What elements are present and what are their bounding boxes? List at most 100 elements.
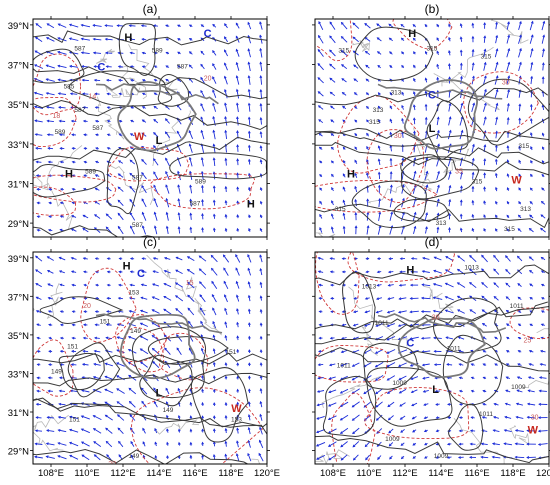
lat-tick-label: 37°N [8, 292, 29, 303]
warm-center-marker: W [134, 131, 145, 143]
contour-value-label: 589 [55, 129, 66, 136]
lon-tick-label: 108°E [320, 468, 346, 479]
contour-value-label: 153 [128, 289, 139, 296]
contour-value-label: 149 [130, 328, 141, 335]
cold-center-marker: C [428, 89, 436, 101]
high-pressure-marker: H [65, 169, 73, 181]
province-border [15, 300, 34, 351]
contour-value-label: 589 [85, 169, 96, 176]
temperature-value-label: 15 [186, 280, 194, 287]
cold-center-marker: C [97, 62, 105, 74]
temperature-value-label: 30 [502, 79, 510, 86]
contour-value-label: 1013 [362, 284, 377, 291]
lat-tick-label: 35°N [8, 331, 29, 342]
temperature-value-label: 30 [432, 315, 440, 322]
lon-tick-label: 116°E [182, 468, 207, 479]
high-pressure-marker: H [406, 264, 414, 276]
contour-value-label: 313 [436, 220, 447, 227]
lat-tick-label: 39°N [8, 21, 29, 32]
contour-value-label: 587 [74, 46, 85, 53]
lat-tick-label: 31°N [8, 180, 29, 191]
lon-tick-label: 114°E [428, 468, 453, 479]
contour-value-label: 1009 [385, 436, 400, 443]
contour-value-label: 1011 [337, 363, 351, 370]
cold-center-marker: C [137, 268, 145, 280]
contour-value-label: 315 [427, 46, 438, 53]
temperature-value-label: 18 [53, 113, 61, 120]
contour-value-label: 313 [391, 89, 402, 96]
low-pressure-marker: L [156, 135, 163, 147]
lon-tick-label: 118°E [500, 468, 525, 479]
warm-center-marker: W [231, 403, 242, 415]
contour-value-label: 149 [163, 407, 174, 414]
contour-value-label: 1011 [447, 345, 461, 352]
lon-tick-label: 112°E [110, 468, 135, 479]
lat-tick-label: 29°N [8, 219, 29, 230]
lon-tick-label: 112°E [392, 468, 417, 479]
low-pressure-marker: L [432, 384, 439, 396]
lon-tick-label: 120°E [536, 468, 550, 479]
contour-value-label: 1011 [375, 320, 389, 327]
contour-value-label: 313 [373, 107, 384, 114]
contour-value-label: 585 [64, 83, 75, 90]
lat-tick-label: 35°N [8, 100, 29, 111]
lat-tick-label: 37°N [8, 61, 29, 72]
warm-center-marker: W [528, 424, 539, 436]
lon-tick-label: 118°E [218, 468, 243, 479]
contour-value-label: 151 [100, 318, 111, 325]
contour-value-label: 151 [69, 417, 80, 424]
contour-value-label: 587 [190, 200, 201, 207]
contour-value-label: 1011 [510, 303, 524, 310]
high-pressure-marker: H [124, 32, 132, 44]
high-pressure-marker: H [347, 169, 355, 181]
contour-value-label: 315 [338, 48, 349, 55]
temperature-value-label: 25 [524, 338, 532, 345]
lat-tick-label: 39°N [8, 254, 29, 265]
lon-tick-label: 116°E [464, 468, 489, 479]
lat-tick-label: 33°N [8, 369, 29, 380]
contour-value-label: 1009 [434, 453, 449, 460]
lat-tick-label: 29°N [8, 447, 29, 458]
temperature-value-label: 20 [204, 75, 212, 82]
lon-tick-label: 108°E [38, 468, 64, 479]
temperature-value-label: 20 [83, 303, 91, 310]
panel-label: (d) [425, 235, 440, 249]
panel-label: (c) [143, 235, 157, 249]
contour-value-label: 1013 [464, 264, 479, 271]
lon-tick-label: 110°E [74, 468, 99, 479]
map-background [315, 252, 549, 464]
contour-value-label: 1011 [479, 411, 493, 418]
contour-value-label: 151 [67, 343, 78, 350]
contour-value-label: 587 [74, 107, 85, 114]
contour-value-label: 587 [132, 222, 143, 229]
cold-center-marker: C [406, 338, 414, 350]
map-panel: 1013101310111011101110091011101110091009… [310, 227, 550, 479]
high-pressure-marker: H [123, 261, 131, 273]
contour-value-label: 149 [128, 453, 139, 460]
temperature-value-label: 14 [89, 93, 97, 100]
panel-label: (a) [143, 2, 158, 16]
contour-value-label: 315 [369, 119, 380, 126]
contour-value-label: 315 [472, 179, 483, 186]
contour-value-label: 315 [504, 226, 515, 233]
warm-center-marker: W [511, 175, 522, 187]
lon-tick-label: 114°E [146, 468, 171, 479]
contour-value-label: 149 [51, 368, 62, 375]
contour-value-label: 315 [481, 54, 492, 61]
contour-value-label: 589 [195, 179, 206, 186]
low-pressure-marker: L [429, 123, 436, 135]
lat-tick-label: 31°N [8, 408, 29, 419]
contour-value-label: 589 [152, 48, 163, 55]
contour-value-label: 315 [335, 206, 346, 213]
contour-value-label: 313 [520, 206, 531, 213]
high-pressure-marker: H [408, 28, 416, 40]
low-pressure-marker: L [156, 388, 163, 400]
cold-center-marker: C [204, 28, 212, 40]
contour-value-label: 587 [177, 64, 188, 71]
contour-value-label: 315 [518, 143, 529, 150]
